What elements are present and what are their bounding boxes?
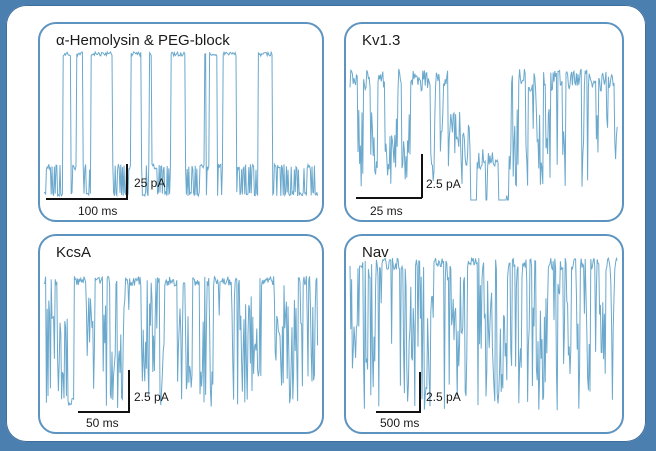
scale-bar-time bbox=[78, 411, 130, 413]
trace-kcsa bbox=[43, 275, 319, 408]
scale-label-time: 100 ms bbox=[78, 204, 118, 218]
scale-bar-current bbox=[126, 164, 128, 199]
scale-label-current: 2.5 pA bbox=[426, 390, 461, 404]
panel-nav: Nav 2.5 pA 500 ms bbox=[344, 234, 624, 434]
scale-label-current: 2.5 pA bbox=[134, 390, 169, 404]
scale-label-time: 50 ms bbox=[86, 416, 119, 430]
panel-kv13: Kv1.3 2.5 pA 25 ms bbox=[344, 22, 624, 222]
panel-kcsa: KcsA 2.5 pA 50 ms bbox=[38, 234, 324, 434]
scale-label-time: 500 ms bbox=[380, 416, 420, 430]
trace-nav bbox=[349, 256, 618, 411]
scale-bar-time bbox=[356, 197, 422, 199]
trace-hemolysin bbox=[43, 50, 319, 198]
panel-title: α-Hemolysin & PEG-block bbox=[56, 32, 230, 49]
panel-hemolysin: α-Hemolysin & PEG-block 25 pA 100 ms bbox=[38, 22, 324, 222]
trace-kv13 bbox=[349, 68, 618, 201]
panel-title: KcsA bbox=[56, 244, 92, 261]
scale-bar-time bbox=[376, 411, 421, 413]
scale-bar-current bbox=[128, 370, 130, 412]
scale-label-current: 25 pA bbox=[134, 176, 166, 190]
scale-bar-time bbox=[46, 198, 128, 200]
panel-title: Nav bbox=[362, 244, 389, 261]
scale-bar-current bbox=[419, 372, 421, 412]
scale-label-time: 25 ms bbox=[370, 204, 403, 218]
scale-label-current: 2.5 pA bbox=[426, 177, 461, 191]
scale-bar-current bbox=[421, 154, 423, 198]
panel-title: Kv1.3 bbox=[362, 32, 401, 49]
